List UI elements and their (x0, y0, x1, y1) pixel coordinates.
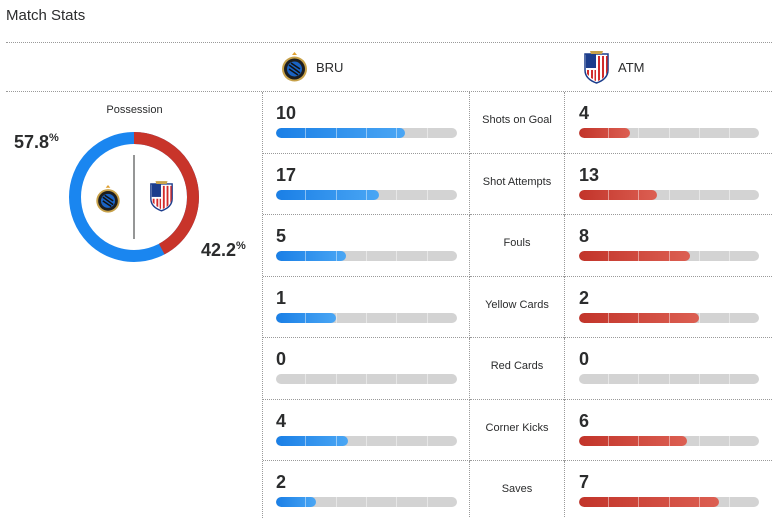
away-stat-bar-fill (579, 312, 699, 323)
away-stat-bar-fill (579, 435, 687, 446)
home-stat-bar-fill (276, 312, 337, 323)
away-stat-cell: 2 (564, 276, 772, 338)
away-stat-value: 2 (579, 287, 590, 308)
header-divider-bottom (6, 91, 772, 92)
home-stat-value: 2 (276, 472, 287, 492)
home-stat-bar-fill (276, 435, 349, 446)
stat-labels-column: Shots on Goal Shot Attempts Fouls Yellow Ca… (470, 92, 564, 518)
away-stat-bar-fill (579, 128, 631, 138)
stat-label-cell: Saves (470, 461, 564, 518)
home-stats-column: 10 17 5 1 0 4 2 (263, 92, 470, 518)
home-stat-cell: 1 (263, 276, 470, 338)
away-stat-value: 0 (579, 349, 590, 369)
away-stat-value: 4 (579, 103, 590, 123)
home-stat-cell: 2 (263, 461, 470, 518)
stat-label-cell: Red Cards (470, 338, 564, 400)
home-stat-bar (276, 435, 457, 446)
home-stat-cell: 10 (263, 92, 470, 154)
home-stat-bar (276, 312, 457, 323)
away-team-abbr: ATM (618, 59, 645, 75)
home-stat-cell: 5 (263, 215, 470, 277)
home-stat-value: 1 (276, 287, 287, 308)
home-stat-bar-fill (276, 251, 346, 261)
home-stat-bar-fill (276, 497, 317, 507)
home-stat-value: 5 (276, 226, 287, 246)
stat-label: Yellow Cards (485, 298, 549, 311)
away-stat-bar (579, 435, 759, 446)
away-stat-bar (579, 497, 759, 507)
away-stat-bar (579, 189, 759, 200)
away-team-header: ATM (583, 50, 644, 84)
away-stat-cell: 8 (564, 215, 772, 277)
stat-label-cell: Yellow Cards (470, 277, 564, 338)
home-stat-cell: 4 (263, 399, 470, 461)
away-stats-column: 4 13 8 2 0 6 7 (564, 92, 772, 518)
home-stat-bar-fill (276, 128, 406, 138)
home-stat-cell: 0 (263, 338, 470, 400)
away-stat-value: 7 (579, 472, 590, 492)
possession-donut-chart (69, 132, 199, 262)
page-title: Match Stats (6, 7, 86, 24)
stat-label: Corner Kicks (485, 421, 549, 434)
atletico-madrid-crest-icon (149, 178, 174, 219)
home-stat-bar (276, 189, 457, 200)
stat-label: Saves (501, 483, 533, 495)
stat-label-cell: Corner Kicks (470, 400, 564, 461)
home-stat-value: 0 (276, 349, 287, 369)
stat-label-cell: Shot Attempts (470, 154, 564, 215)
possession-panel: Possession 57.8% 42.2% (6, 92, 263, 518)
stat-label-cell: Shots on Goal (470, 92, 564, 154)
away-stat-value: 8 (579, 226, 590, 246)
home-stat-bar (276, 128, 457, 138)
home-team-abbr: BRU (316, 59, 344, 75)
stat-label-cell: Fouls (470, 215, 564, 277)
home-stat-value: 10 (276, 103, 297, 123)
home-stat-value: 17 (276, 164, 297, 185)
club-brugge-crest-icon (95, 184, 121, 219)
away-stat-value: 13 (579, 164, 600, 185)
away-stat-cell: 0 (564, 338, 772, 400)
away-stat-bar (579, 128, 759, 138)
away-stat-cell: 13 (564, 153, 772, 215)
atletico-madrid-crest-icon (583, 50, 610, 84)
away-possession-arc (69, 132, 199, 262)
away-stat-cell: 6 (564, 399, 772, 461)
away-stat-bar (579, 312, 759, 323)
away-stat-bar (579, 251, 759, 261)
stat-label: Fouls (503, 237, 531, 249)
away-stat-bar-fill (579, 189, 657, 200)
away-stat-value: 6 (579, 410, 590, 431)
away-stat-bar (579, 374, 759, 384)
home-stat-bar-fill (276, 189, 379, 200)
home-stat-bar (276, 251, 457, 261)
home-possession-value: 57.8% (14, 132, 59, 152)
home-stat-bar (276, 497, 457, 507)
away-possession-value: 42.2% (201, 240, 246, 260)
club-brugge-crest-icon (281, 51, 308, 83)
away-stat-bar-fill (579, 497, 719, 507)
stat-label: Shot Attempts (482, 175, 552, 188)
header-divider-top (6, 42, 772, 43)
stat-label: Shots on Goal (482, 114, 552, 126)
home-stat-bar (276, 374, 457, 384)
stat-label: Red Cards (490, 360, 544, 372)
possession-label: Possession (106, 104, 163, 116)
away-stat-cell: 4 (564, 92, 772, 154)
home-stat-value: 4 (276, 410, 287, 431)
home-stat-cell: 17 (263, 153, 470, 215)
away-stat-cell: 7 (564, 461, 772, 518)
home-team-header: BRU (281, 50, 343, 84)
away-stat-bar-fill (579, 251, 690, 261)
